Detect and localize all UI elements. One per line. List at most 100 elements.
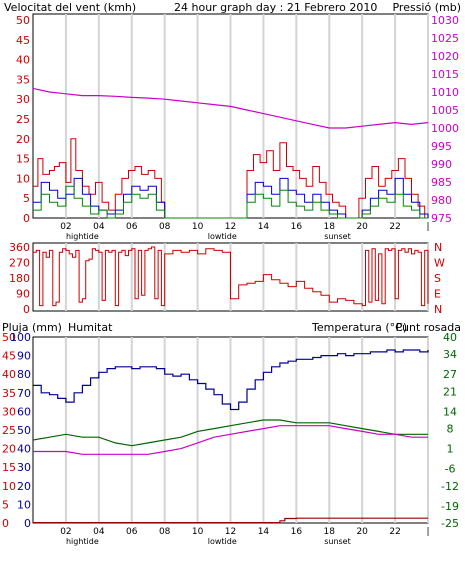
wind-title: Velocitat del vent (kmh) bbox=[4, 1, 136, 14]
pressure-tick-label: 980 bbox=[431, 194, 452, 207]
x-tick-label: 14 bbox=[258, 527, 270, 537]
x-tick-label: 04 bbox=[93, 527, 105, 537]
x-tick-label: 10 bbox=[192, 527, 204, 537]
dew-title: Punt rosada bbox=[396, 321, 461, 334]
tide-annotation: hightide bbox=[66, 537, 99, 546]
wind-pressure-panel: 0510152025303540455097598098599099510001… bbox=[16, 13, 459, 241]
temp-tick-label: -25 bbox=[441, 517, 459, 530]
humidity-tick-label: 50 bbox=[17, 424, 31, 437]
x-tick-label: 04 bbox=[93, 222, 105, 232]
humidity-tick-label: 10 bbox=[17, 498, 31, 511]
x-tick-label: 20 bbox=[356, 527, 368, 537]
wind-tick-label: 15 bbox=[16, 153, 30, 166]
pressure-title: Pressió (mb) bbox=[392, 1, 461, 14]
x-tick-label: 06 bbox=[126, 527, 138, 537]
series-temperatura-c- bbox=[32, 419, 428, 447]
x-tick-label: 18 bbox=[324, 527, 336, 537]
pressure-tick-label: 1015 bbox=[431, 68, 459, 81]
rain-tick-label: 40 bbox=[2, 368, 16, 381]
humidity-tick-label: 80 bbox=[17, 368, 31, 381]
wind-tick-label: 45 bbox=[16, 34, 30, 47]
pressure-tick-label: 1000 bbox=[431, 122, 459, 135]
rain-title: Pluja (mm) bbox=[2, 321, 62, 334]
x-tick-label: | bbox=[426, 527, 429, 537]
temp-tick-label: 34 bbox=[443, 348, 457, 361]
direction-tick-label: 360 bbox=[9, 241, 30, 254]
direction-tick-label: 0 bbox=[23, 303, 30, 316]
rain-tick-label: 0 bbox=[2, 517, 9, 530]
wind-tick-label: 10 bbox=[16, 172, 30, 185]
series-pluja-mm- bbox=[33, 517, 428, 524]
humidity-tick-label: 30 bbox=[17, 461, 31, 474]
compass-tick-label: N bbox=[434, 303, 442, 316]
rain-tick-label: 50 bbox=[2, 331, 16, 344]
wind-tick-label: 50 bbox=[16, 14, 30, 27]
humidity-tick-label: 90 bbox=[17, 350, 31, 363]
compass-tick-label: N bbox=[434, 241, 442, 254]
temp-tick-label: 27 bbox=[443, 368, 457, 381]
rain-tick-label: 25 bbox=[2, 424, 16, 437]
tide-annotation: lowtide bbox=[208, 232, 237, 241]
temp-tick-label: 40 bbox=[443, 331, 457, 344]
temp-tick-label: 8 bbox=[447, 423, 454, 436]
tide-annotation: sunset bbox=[324, 537, 351, 546]
humidity-temperature-panel: 0510152025303540455001020304050607080901… bbox=[2, 331, 459, 546]
x-tick-label: 18 bbox=[324, 222, 336, 232]
humidity-tick-label: 70 bbox=[17, 387, 31, 400]
humidity-tick-label: 100 bbox=[10, 331, 31, 344]
x-tick-label: 02 bbox=[60, 222, 71, 232]
pressure-tick-label: 1005 bbox=[431, 104, 459, 117]
x-tick-label: | bbox=[426, 222, 429, 232]
humidity-tick-label: 0 bbox=[24, 517, 31, 530]
pressure-tick-label: 975 bbox=[431, 212, 452, 225]
tide-annotation: hightide bbox=[66, 232, 99, 241]
compass-tick-label: E bbox=[434, 288, 441, 301]
temp-tick-label: -6 bbox=[445, 463, 456, 476]
x-tick-label: 02 bbox=[60, 527, 71, 537]
tide-annotation: sunset bbox=[324, 232, 351, 241]
pressure-tick-label: 1020 bbox=[431, 50, 459, 63]
temp-tick-label: 1 bbox=[447, 443, 454, 456]
series-green bbox=[33, 185, 428, 219]
x-tick-label: 12 bbox=[225, 527, 236, 537]
graph-title: 24 hour graph day : 21 Febrero 2010 bbox=[174, 1, 377, 14]
humidity-tick-label: 40 bbox=[17, 443, 31, 456]
tide-annotation: lowtide bbox=[208, 537, 237, 546]
series-gust bbox=[33, 138, 426, 219]
rain-tick-label: 15 bbox=[2, 461, 16, 474]
x-tick-label: 22 bbox=[389, 527, 400, 537]
x-tick-label: 14 bbox=[258, 222, 270, 232]
series-humitat bbox=[33, 349, 429, 411]
x-tick-label: 20 bbox=[356, 222, 368, 232]
humidity-tick-label: 60 bbox=[17, 405, 31, 418]
x-tick-label: 12 bbox=[225, 222, 236, 232]
temp-tick-label: 14 bbox=[443, 405, 457, 418]
wind-tick-label: 20 bbox=[16, 133, 30, 146]
pressure-tick-label: 990 bbox=[431, 158, 452, 171]
rain-tick-label: 5 bbox=[2, 498, 9, 511]
x-tick-label: 08 bbox=[159, 527, 171, 537]
wind-tick-label: 40 bbox=[16, 54, 30, 67]
x-tick-label: 16 bbox=[291, 222, 303, 232]
pressure-tick-label: 995 bbox=[431, 140, 452, 153]
x-tick-label: 10 bbox=[192, 222, 204, 232]
temp-tick-label: -12 bbox=[441, 480, 459, 493]
rain-tick-label: 30 bbox=[2, 405, 16, 418]
pressure-tick-label: 1030 bbox=[431, 14, 459, 27]
wind-tick-label: 25 bbox=[16, 113, 30, 126]
temp-tick-label: -19 bbox=[441, 500, 459, 513]
humidity-tick-label: 20 bbox=[17, 480, 31, 493]
wind-tick-label: 35 bbox=[16, 73, 30, 86]
direction-tick-label: 270 bbox=[9, 257, 30, 270]
direction-tick-label: 90 bbox=[16, 288, 30, 301]
pressure-tick-label: 1025 bbox=[431, 32, 459, 45]
wind-tick-label: 5 bbox=[23, 192, 30, 205]
humidity-title: Humitat bbox=[68, 321, 113, 334]
compass-tick-label: W bbox=[434, 257, 445, 270]
series-direction bbox=[33, 246, 429, 307]
wind-tick-label: 30 bbox=[16, 93, 30, 106]
wind-tick-label: 0 bbox=[23, 212, 30, 225]
